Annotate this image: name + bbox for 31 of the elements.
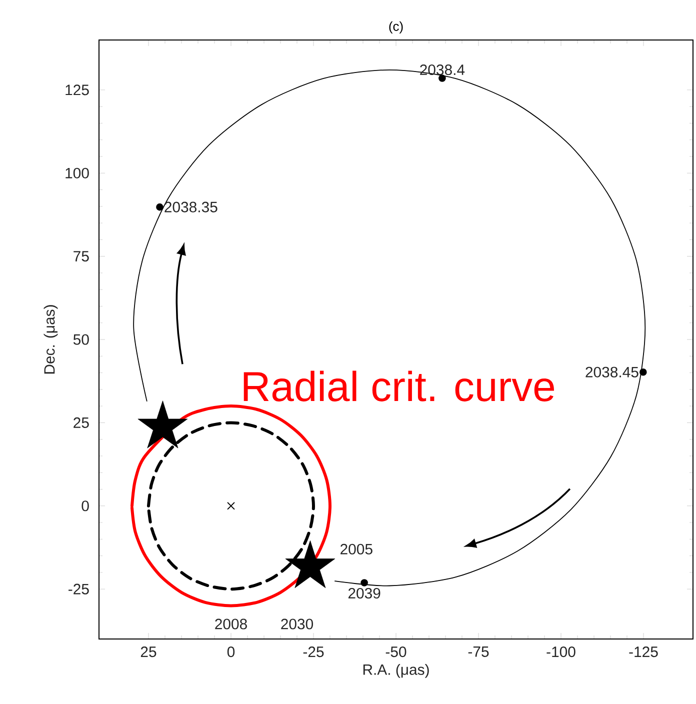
- annotation: 2038.4: [420, 64, 465, 76]
- annotation: 2005: [340, 544, 372, 554]
- annotation: 2038.35: [164, 202, 218, 212]
- y-tick-label: 25: [74, 417, 89, 428]
- y-tick-label: 125: [66, 84, 89, 96]
- y-tick-label: 50: [73, 334, 89, 345]
- point: [640, 368, 647, 376]
- annotation: 2038.45: [586, 366, 638, 378]
- point: [438, 74, 446, 82]
- point: [227, 502, 235, 510]
- y-axis-title: Dec. (μas): [44, 305, 58, 374]
- x-tick-label: 25: [140, 646, 156, 658]
- y-tick-label: 100: [66, 168, 89, 178]
- x-tick-label: -25: [303, 646, 324, 658]
- x-axis-title: R.A. (μas): [363, 664, 429, 678]
- annotation: 2030: [281, 618, 314, 630]
- chart-title: (c): [389, 21, 403, 34]
- annotation: 2039: [348, 588, 380, 599]
- x-tick-label: -125: [629, 646, 658, 658]
- x-tick-label: -50: [386, 646, 406, 658]
- annotation: 2008: [215, 618, 247, 630]
- line-series: [130, 404, 332, 608]
- x-tick-label: -100: [546, 646, 576, 658]
- point: [360, 579, 368, 586]
- x-tick-label: -75: [468, 646, 489, 657]
- series-label: Radial crit. curve: [244, 370, 554, 402]
- x-tick-label: 0: [227, 646, 235, 658]
- y-tick-label: 75: [74, 251, 89, 262]
- point: [156, 203, 164, 211]
- y-tick-label: 0: [82, 500, 89, 512]
- y-tick-label: -25: [68, 584, 89, 594]
